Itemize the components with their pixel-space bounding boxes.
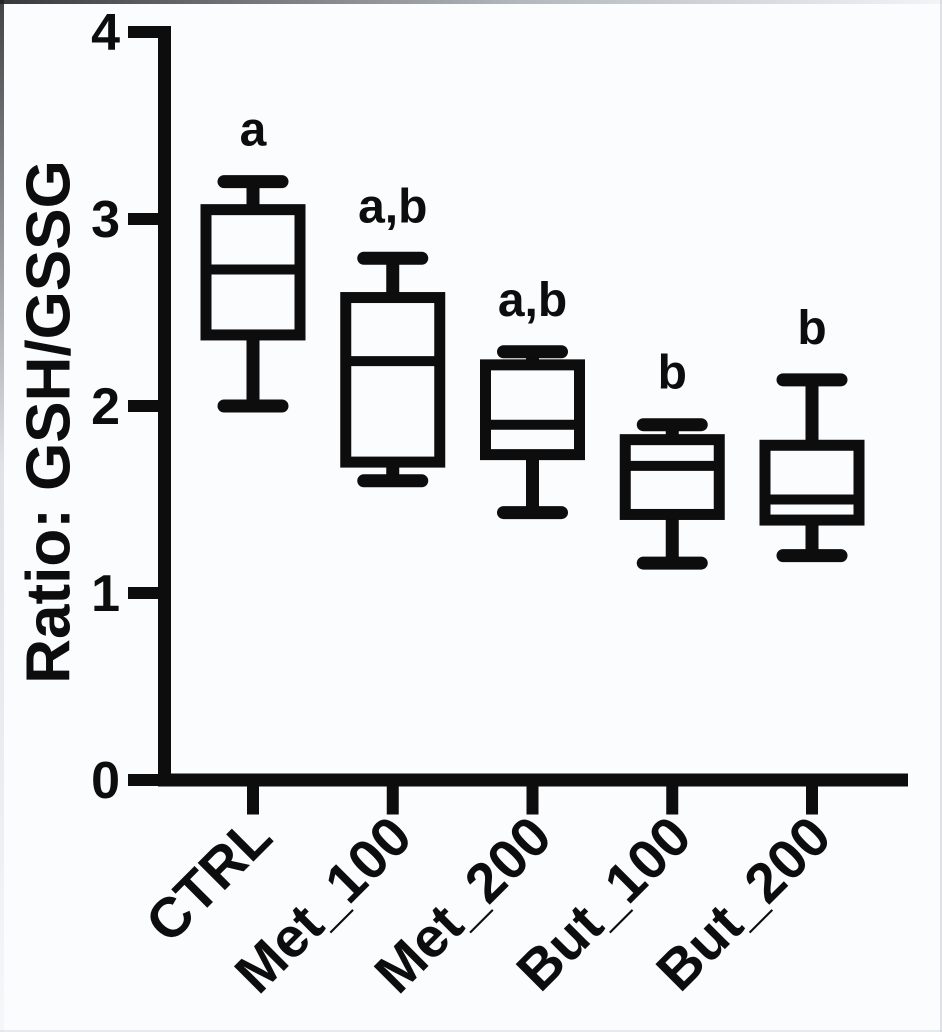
iqr-box [480, 359, 585, 461]
box-group-CTRL: a [200, 104, 306, 413]
y-tick-label: 0 [91, 752, 120, 810]
y-axis-title: Ratio: GSH/GSSG [15, 160, 84, 684]
boxes-layer: a a,b a,b b b [200, 104, 865, 570]
y-tick-label: 1 [91, 565, 120, 623]
significance-letter: b [658, 347, 687, 400]
y-tick-label: 4 [91, 4, 120, 62]
significance-letter: a,b [358, 180, 427, 233]
y-tick-label: 3 [91, 191, 120, 249]
iqr-box [759, 439, 865, 526]
box-group-Met_200: a,b [480, 274, 585, 520]
box-group-But_100: b [619, 347, 725, 570]
box-group-But_200: b [759, 302, 865, 563]
box-group-Met_100: a,b [340, 180, 446, 488]
iqr-box [340, 292, 446, 468]
iqr-box [619, 434, 725, 520]
significance-letter: b [797, 302, 826, 355]
significance-letter: a,b [498, 274, 567, 327]
y-tick-label: 2 [91, 378, 120, 436]
significance-letter: a [240, 104, 267, 157]
